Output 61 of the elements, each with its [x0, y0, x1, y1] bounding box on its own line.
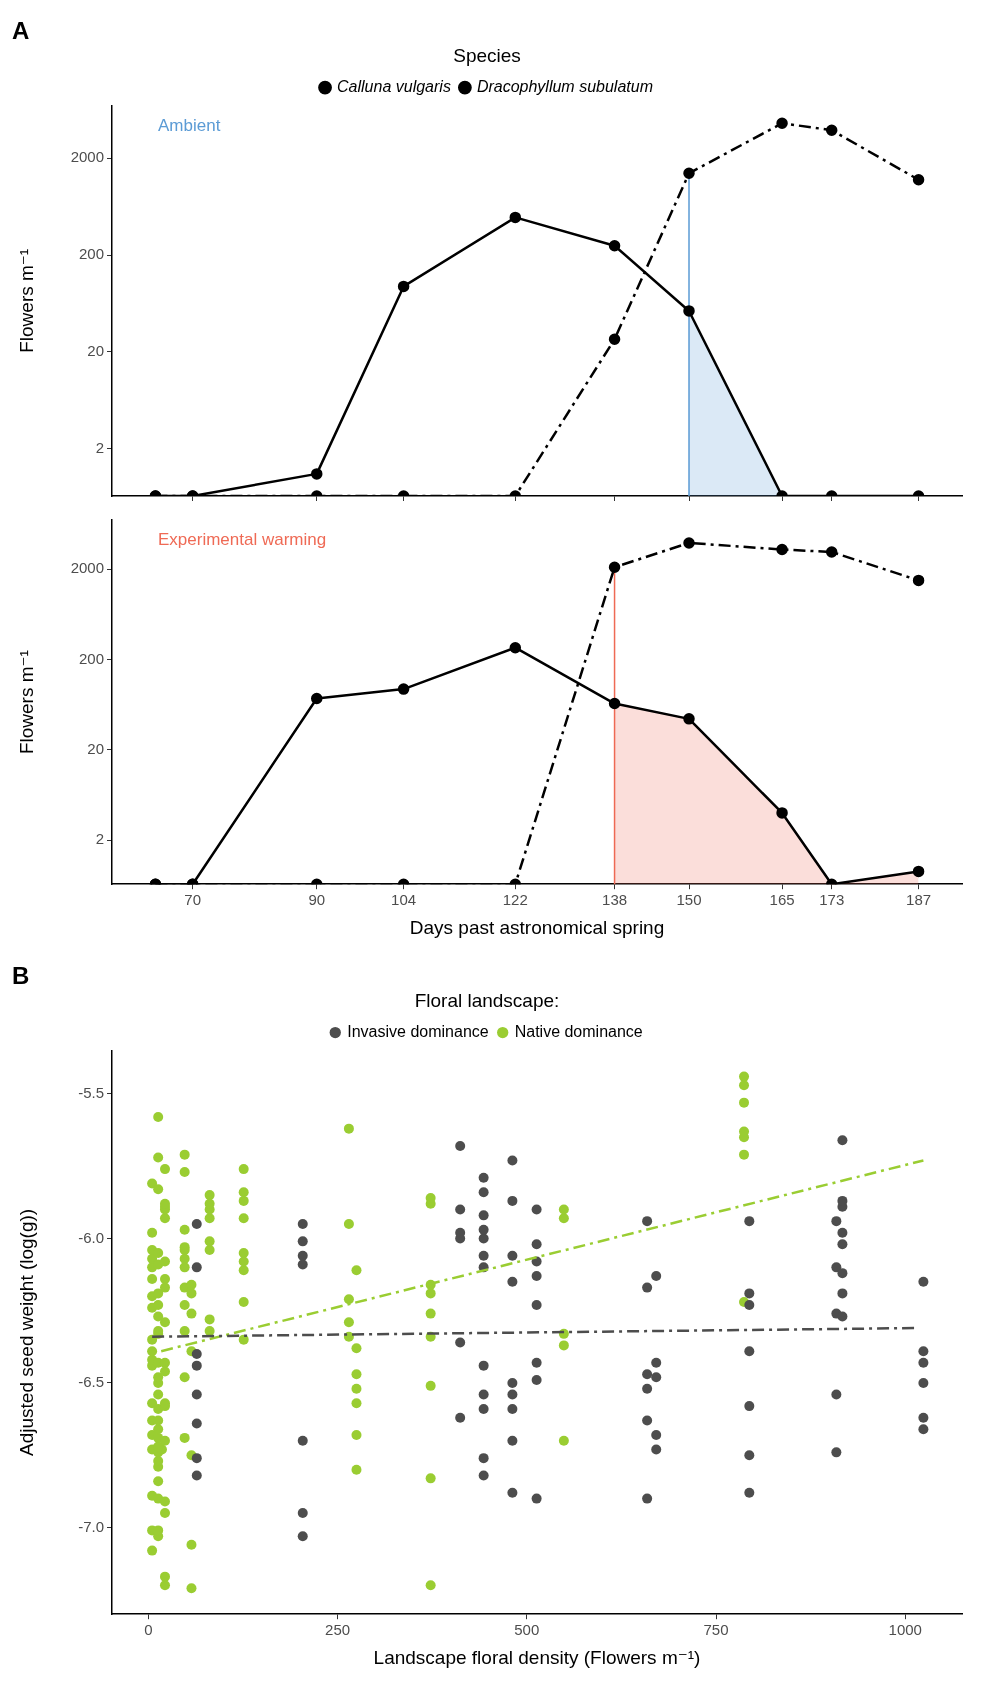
x-axis-title: Landscape floral density (Flowers m⁻¹): [373, 1646, 701, 1668]
chart-title: A: [12, 17, 30, 45]
x-tick-label: 1000: [888, 1621, 922, 1639]
y-tick-label: 200: [78, 649, 104, 667]
x-tick-label: 750: [703, 1621, 729, 1639]
point: [776, 117, 788, 129]
point: [509, 211, 522, 224]
y-tick-label: 2: [95, 830, 104, 848]
legend-label: Dracophyllum subulatum: [476, 78, 653, 96]
y-tick-label: 2000: [70, 148, 104, 166]
point: [397, 683, 410, 695]
point: [608, 333, 621, 346]
x-tick-label: 250: [325, 1621, 351, 1639]
y-tick-label: 20: [87, 342, 104, 360]
legend-label: Native dominance: [514, 1023, 643, 1041]
point: [776, 543, 788, 556]
x-tick-label: 104: [391, 891, 417, 909]
x-tick-label: 90: [308, 891, 326, 909]
point: [683, 305, 695, 317]
x-tick-label: 138: [602, 891, 628, 909]
y-axis-title: Flowers m⁻¹: [15, 248, 37, 353]
point: [776, 807, 788, 819]
point: [397, 280, 410, 293]
point: [311, 692, 323, 705]
y-tick-label: 2: [95, 438, 104, 456]
point: [825, 546, 838, 558]
x-tick-label: 0: [144, 1621, 153, 1639]
legend-label: Invasive dominance: [347, 1023, 489, 1041]
legend-title: Floral landscape:: [414, 989, 560, 1011]
point: [683, 537, 695, 549]
point: [608, 561, 621, 573]
y-tick-label: 20: [87, 739, 104, 757]
y-tick-label: -7.0: [78, 1517, 104, 1535]
x-tick-label: 187: [906, 891, 932, 909]
y-axis-title: Adjusted seed weight (log(g)): [15, 1208, 37, 1456]
y-tick-label: 200: [78, 245, 104, 263]
legend-label: Calluna vulgaris: [337, 78, 451, 96]
point: [912, 174, 925, 186]
point: [608, 239, 621, 252]
point: [608, 697, 621, 710]
x-tick-label: 122: [502, 891, 528, 909]
annotation: Ambient: [158, 115, 221, 135]
x-axis-title: Days past astronomical spring: [409, 916, 665, 938]
y-tick-label: -6.0: [78, 1228, 104, 1246]
x-tick-label: 500: [514, 1621, 540, 1639]
x-tick-label: 165: [769, 891, 795, 909]
x-tick-label: 70: [184, 891, 201, 909]
point: [825, 124, 838, 136]
x-tick-label: 173: [819, 891, 845, 909]
chart-title: B: [12, 962, 30, 990]
point: [912, 574, 925, 587]
x-tick-label: 150: [676, 891, 702, 909]
point: [683, 713, 695, 725]
annotation: Experimental warming: [158, 530, 327, 550]
y-tick-label: -6.5: [78, 1373, 104, 1391]
y-axis-title: Flowers m⁻¹: [15, 650, 37, 755]
point: [509, 641, 522, 654]
y-tick-label: -5.5: [78, 1084, 104, 1102]
y-tick-label: 2000: [70, 559, 104, 577]
point: [683, 167, 695, 180]
legend-title: Species: [453, 44, 521, 66]
